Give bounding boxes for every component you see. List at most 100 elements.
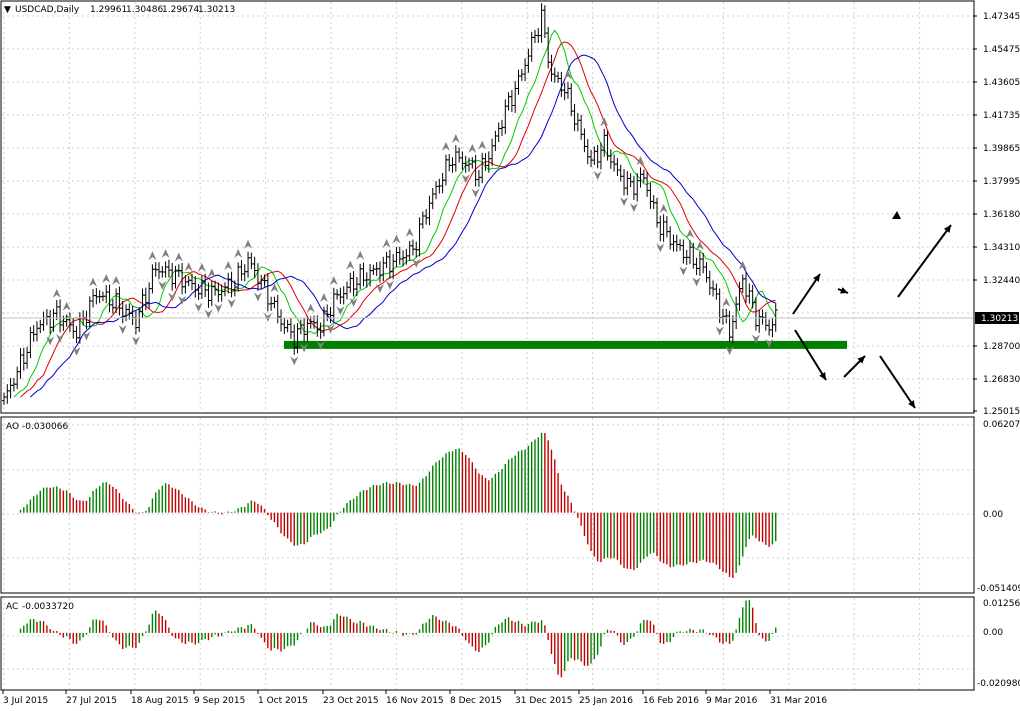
ao-tick-label: 0.00 [983,510,1003,520]
fractal-down-marker [375,284,384,294]
fractal-up-marker [392,234,401,244]
fractal-down-marker [227,298,236,308]
x-tick-label: 9 Sep 2015 [194,696,245,706]
chart-title: USDCAD,Daily [15,5,80,15]
fractal-down-marker [290,356,299,366]
price-panel-frame [0,0,975,414]
forecast-arrows [792,211,952,409]
y-tick-label: 1.47345 [983,12,1020,22]
support-bar [284,340,847,349]
fractal-up-marker [306,303,315,313]
fractal-down-marker [168,292,177,302]
fractal-up-marker [451,134,460,144]
ac-tick-label: 0.012562 [983,599,1020,609]
forecast-arrow [879,355,916,409]
fractal-up-marker [478,140,487,150]
current-price-box [975,312,1019,324]
ac-label: AC [6,602,18,612]
ohlc-bars [2,3,778,405]
forecast-arrow [897,224,952,298]
fractal-up-marker [89,277,98,287]
fractal-down-marker [82,331,91,341]
fractal-down-marker [194,302,203,312]
fractal-down-marker [349,298,358,308]
y-tick-label: 1.39865 [983,144,1020,154]
fractal-up-marker [685,229,694,239]
forecast-arrow [837,287,849,294]
y-tick-label: 1.45475 [983,45,1020,55]
ma-fast-line [13,29,777,398]
fractal-down-marker [178,295,187,305]
fractal-up-marker [382,238,391,248]
fractal-down-marker [620,197,629,207]
fractal-up-marker [270,283,279,293]
chart-menu-icon[interactable]: ▼ [4,5,11,15]
y-tick-label: 1.28700 [983,342,1020,352]
fractal-down-marker [461,174,470,184]
fractal-up-marker [441,141,450,151]
fractal-up-marker [563,70,572,80]
fractal-up-marker [659,203,668,213]
price-axis: 1.47345 1.45475 1.43605 1.41735 1.39865 1.379… [2,12,1020,689]
ao-tick-label: -0.051409 [977,584,1020,594]
fractal-up-marker [184,262,193,272]
ohlc-open: 1.29961 [90,5,127,15]
ohlc-low: 1.29674 [162,5,199,15]
fractal-up-marker [207,268,216,278]
x-tick-label: 8 Dec 2015 [450,696,502,706]
moving-averages [13,29,777,398]
fractal-up-marker [468,143,477,153]
x-tick-label: 25 Jan 2016 [579,696,633,706]
fractal-up-marker [52,288,61,298]
x-tick-label: 3 Jul 2015 [3,696,48,706]
ao-label: AO [6,422,19,432]
x-tick-label: 16 Feb 2016 [643,696,699,706]
fractal-down-marker [263,312,272,322]
fractal-markers [46,0,774,366]
fractal-down-marker [765,338,774,348]
fractal-up-marker [197,262,206,272]
x-tick-label: 23 Oct 2015 [323,696,379,706]
x-tick-label: 18 Aug 2015 [131,696,189,706]
y-tick-label: 1.37995 [983,177,1020,187]
current-price-label: 1.30213 [981,314,1018,324]
fractal-up-marker [244,239,253,249]
ao-tick-label: 0.062072 [983,420,1020,430]
fractal-down-marker [656,243,665,253]
fractal-up-marker [356,250,365,260]
fractal-down-marker [471,188,480,198]
support-zone [284,340,847,349]
fractal-up-marker [319,293,328,303]
fractal-down-marker [412,258,421,268]
fractal-down-marker [300,343,309,353]
fractal-down-marker [385,280,394,290]
fractal-down-marker [751,334,760,344]
ohlc-bar [773,303,778,332]
fractal-down-marker [593,170,602,180]
y-tick-label: 1.25015 [983,407,1020,417]
fractal-up-marker [600,117,609,127]
fractal-up-marker [722,297,731,307]
fractal-up-marker [738,260,747,270]
ac-tick-label: 0.00 [983,628,1003,638]
ohlc-high: 1.30486 [126,5,163,15]
fractal-down-marker [214,303,223,313]
fractal-up-marker [329,276,338,286]
ma-mid-line [20,41,776,398]
y-tick-label: 1.26830 [983,375,1020,385]
fractal-down-marker [131,336,140,346]
ac-histogram [19,600,777,678]
ao-value: -0.030066 [22,422,68,432]
ac-value: -0.0033720 [22,602,74,612]
fractal-up-marker [234,248,243,258]
fractal-down-marker [204,309,213,319]
forecast-arrow [843,355,866,378]
fractal-up-marker [537,0,546,2]
fractal-down-marker [725,346,734,356]
fractal-down-marker [72,346,81,356]
x-tick-label: 31 Dec 2015 [515,696,573,706]
y-tick-label: 1.32440 [983,276,1020,286]
fractal-up-marker [695,241,704,251]
fractal-down-marker [715,326,724,336]
